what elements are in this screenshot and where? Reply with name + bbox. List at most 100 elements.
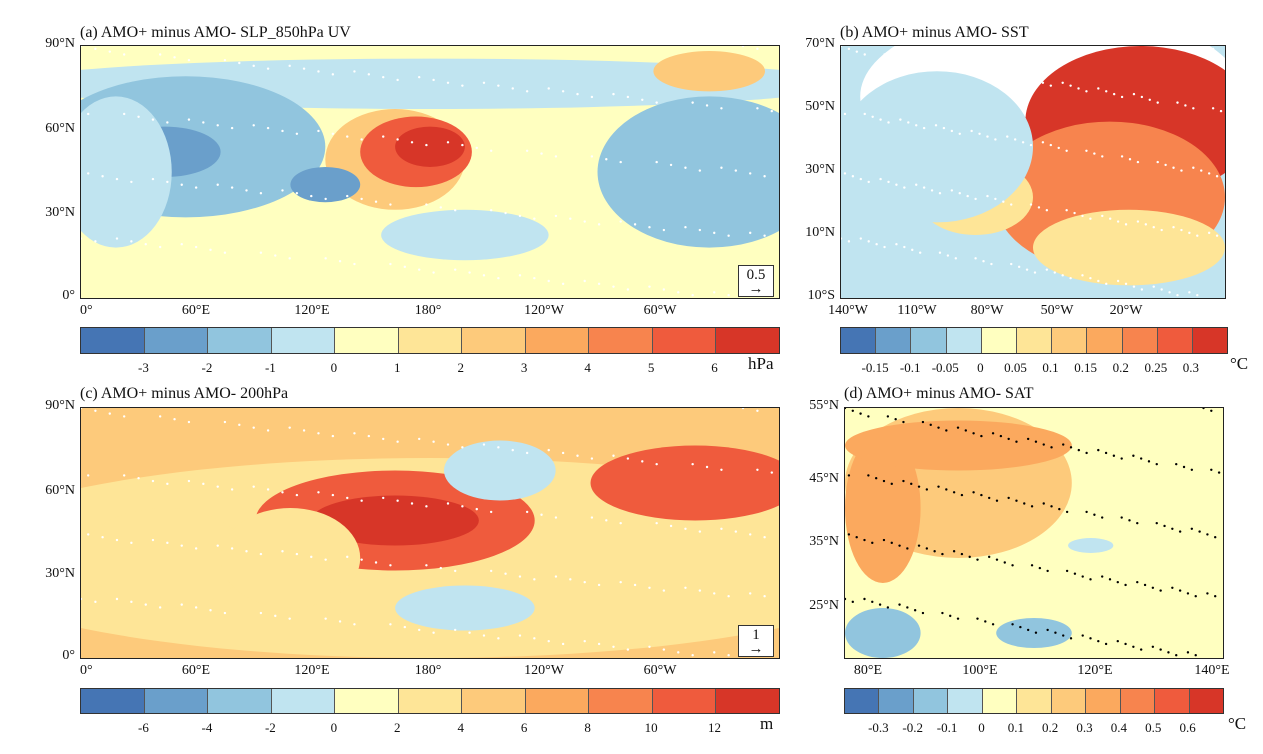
significance-dot [1116, 279, 1120, 283]
significance-dot [1049, 143, 1053, 147]
significance-dot [1136, 580, 1139, 584]
significance-dot [209, 248, 212, 252]
significance-dot [101, 536, 104, 539]
significance-dot [533, 578, 536, 581]
significance-dot [533, 637, 536, 640]
significance-dot [906, 606, 909, 609]
x-tick-label: 180° [414, 663, 442, 678]
significance-dot [101, 175, 104, 178]
significance-dot [684, 527, 687, 530]
x-tick-label: 20°W [1109, 303, 1143, 318]
significance-dot [1017, 265, 1021, 269]
colorbar-label: 0.2 [1112, 360, 1129, 375]
significance-dot [302, 67, 306, 70]
colorbar-label: -4 [201, 720, 213, 735]
significance-dot [518, 214, 522, 218]
significance-dot [910, 482, 913, 486]
significance-dot [86, 533, 90, 536]
significance-dot [1140, 288, 1144, 291]
significance-dot [934, 124, 938, 127]
significance-dot [890, 541, 893, 545]
significance-dot [1065, 149, 1068, 152]
significance-dot [338, 620, 342, 623]
significance-dot [655, 521, 658, 525]
significance-dot [259, 192, 263, 195]
significance-dot [446, 141, 450, 144]
significance-dot [554, 516, 558, 519]
significance-dot [158, 245, 162, 249]
significance-dot [346, 194, 349, 198]
significance-dot [216, 124, 219, 127]
significance-dot [180, 183, 183, 186]
significance-dot [995, 499, 999, 502]
map-plot-b [840, 45, 1226, 299]
arrow-icon: → [748, 281, 764, 297]
y-tick-label: 60°N [45, 483, 75, 498]
significance-dot [952, 550, 956, 553]
significance-dot [986, 135, 989, 138]
colorbar-bin [982, 689, 1018, 713]
significance-dot [432, 78, 435, 82]
significance-dot [266, 126, 270, 130]
colorbar-label: 0 [330, 360, 338, 375]
significance-dot [561, 90, 565, 93]
significance-dot [741, 408, 745, 410]
map-plot-c [80, 407, 780, 659]
significance-dot [698, 228, 702, 232]
significance-dot [925, 488, 929, 491]
significance-dot [903, 186, 906, 189]
significance-dot [648, 586, 651, 589]
significance-dot [122, 53, 126, 56]
anomaly-region [290, 166, 361, 203]
significance-dot [1152, 226, 1155, 229]
significance-dot [166, 541, 169, 545]
significance-dot [941, 611, 944, 615]
significance-dot [324, 558, 327, 561]
significance-dot [612, 92, 615, 96]
significance-dot [960, 552, 964, 556]
x-tick-label: 60°E [181, 663, 211, 678]
significance-dot [899, 118, 902, 121]
significance-dot [1025, 268, 1029, 271]
significance-dot [1065, 510, 1069, 514]
significance-dot [230, 488, 234, 491]
x-tick-label: 120°W [524, 303, 564, 318]
significance-dot [1085, 149, 1088, 152]
significance-dot [569, 217, 572, 220]
colorbar-bin [1157, 328, 1193, 353]
significance-dot [1136, 220, 1140, 223]
significance-dot [425, 203, 428, 206]
significance-dot [662, 288, 666, 291]
significance-dot [202, 121, 205, 124]
significance-dot [180, 243, 183, 246]
significance-dot [756, 468, 759, 471]
significance-dot [705, 465, 709, 469]
significance-dot [475, 507, 478, 511]
map-plot-d [844, 407, 1224, 659]
significance-dot [727, 293, 730, 297]
significance-dot [713, 592, 716, 595]
colorbar-unit: m [760, 714, 774, 733]
significance-dot [874, 477, 878, 480]
significance-dot [843, 112, 847, 116]
significance-dot [590, 95, 594, 99]
significance-dot [1207, 172, 1211, 175]
colorbar-label: 0 [330, 720, 338, 735]
significance-dot [713, 291, 716, 294]
significance-dot [1011, 564, 1014, 567]
significance-dot [851, 175, 855, 178]
significance-dot [288, 426, 291, 429]
significance-dot [81, 408, 83, 410]
significance-dot [1073, 572, 1077, 575]
significance-dot [662, 648, 666, 651]
significance-dot [1089, 637, 1092, 640]
significance-dot [1139, 648, 1143, 651]
significance-dot [1188, 231, 1191, 235]
significance-dot [879, 118, 882, 121]
significance-dot [1033, 271, 1037, 274]
significance-dot [1217, 471, 1221, 474]
significance-dot [525, 90, 529, 93]
significance-dot [166, 482, 169, 486]
significance-dot [1214, 595, 1217, 598]
significance-dot [1057, 146, 1060, 150]
